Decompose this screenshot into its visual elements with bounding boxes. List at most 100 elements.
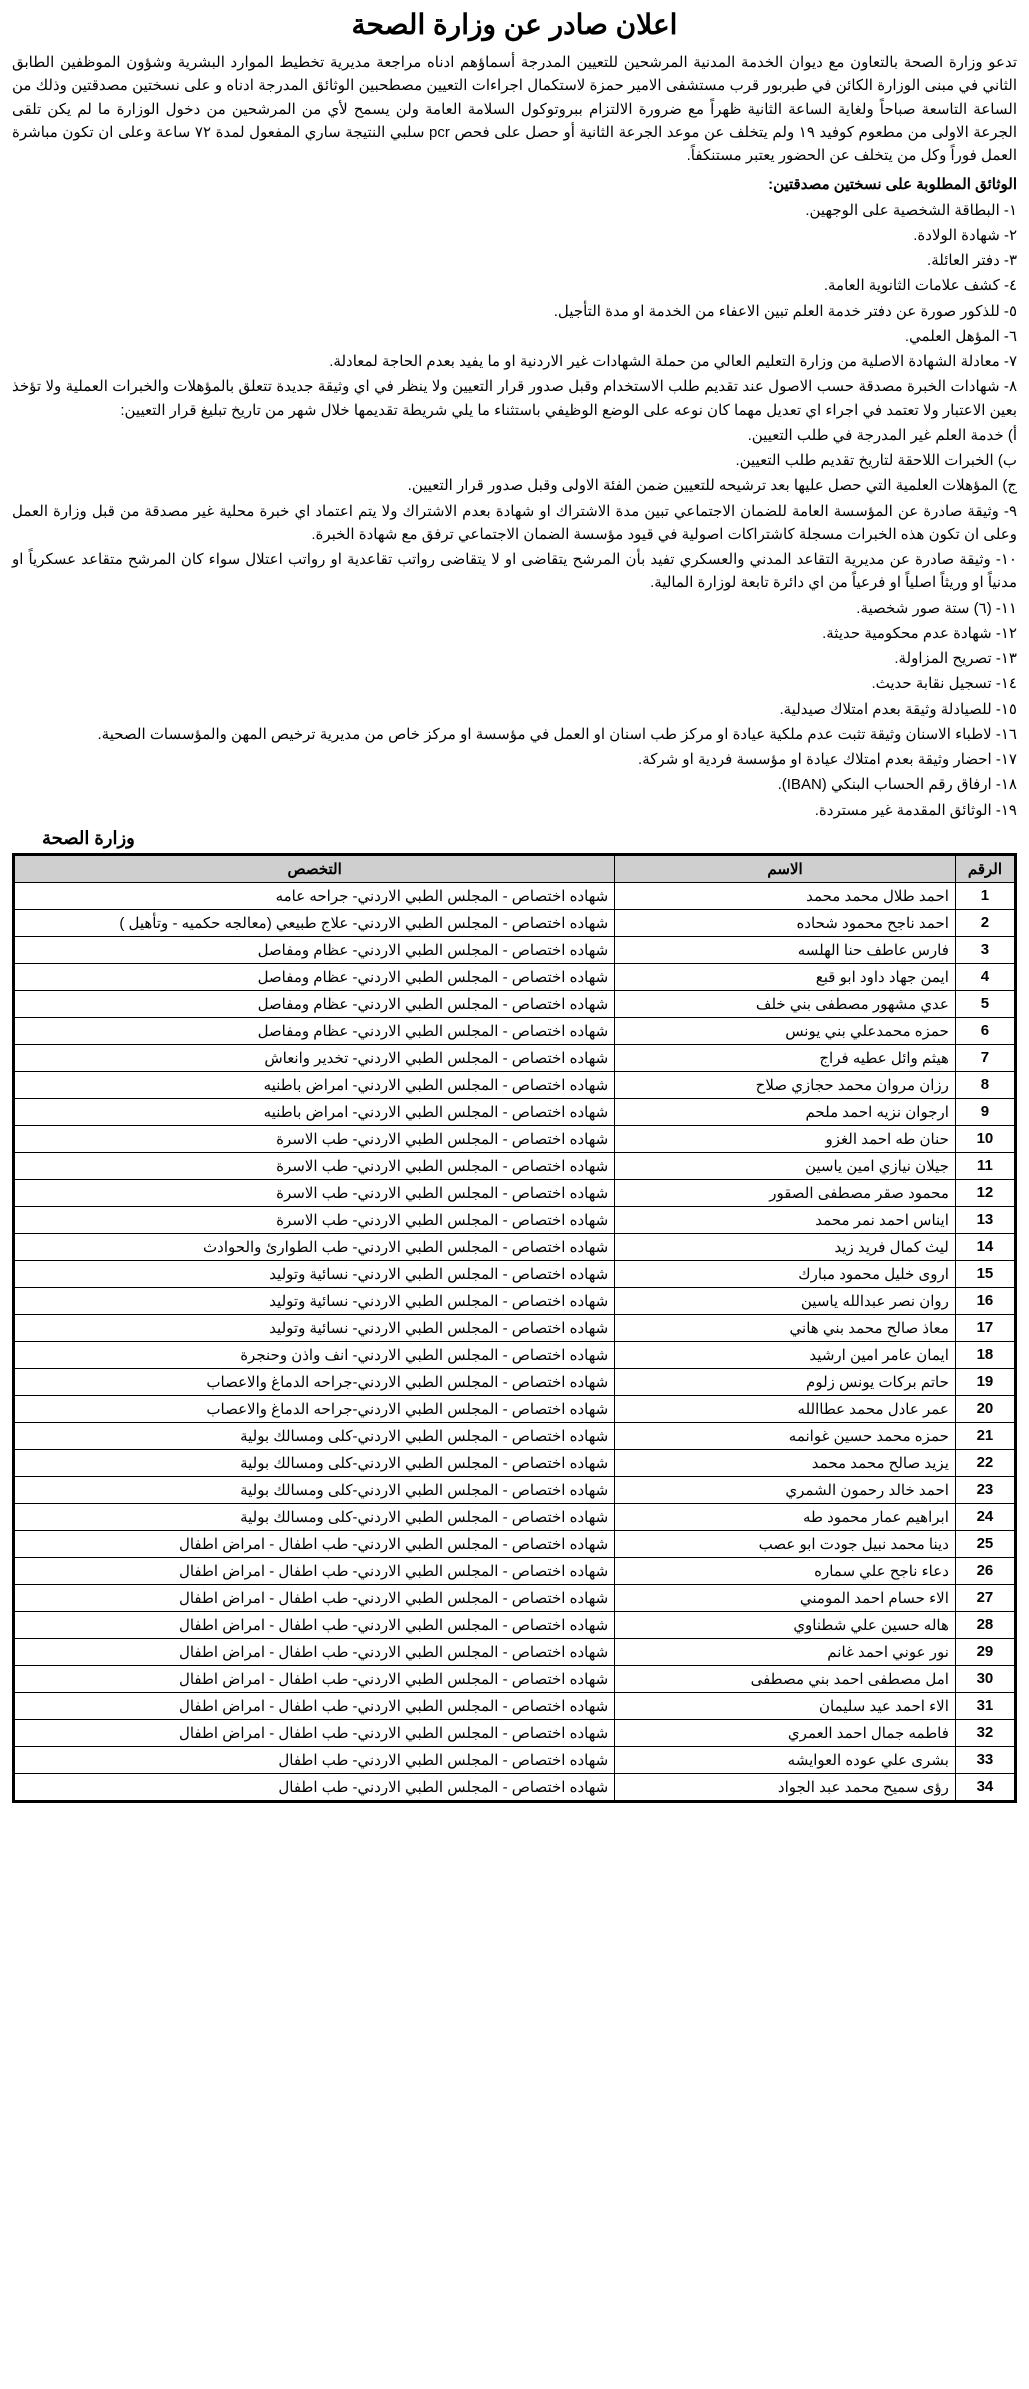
cell-num: 5 bbox=[955, 990, 1015, 1017]
cell-spec: شهاده اختصاص - المجلس الطبي الاردني- طب … bbox=[14, 1719, 615, 1746]
cell-name: معاذ صالح محمد بني هاني bbox=[615, 1314, 956, 1341]
cell-num: 22 bbox=[955, 1449, 1015, 1476]
table-row: 4ايمن جهاد داود ابو قبعشهاده اختصاص - ال… bbox=[14, 963, 1016, 990]
doc-line: ١٤- تسجيل نقابة حديث. bbox=[12, 672, 1017, 695]
table-row: 30امل مصطفى احمد بني مصطفىشهاده اختصاص -… bbox=[14, 1665, 1016, 1692]
table-row: 1احمد طلال محمد محمدشهاده اختصاص - المجل… bbox=[14, 882, 1016, 909]
cell-name: ايناس احمد نمر محمد bbox=[615, 1206, 956, 1233]
cell-name: روان نصر عبدالله ياسين bbox=[615, 1287, 956, 1314]
doc-line: ب) الخبرات اللاحقة لتاريخ تقديم طلب التع… bbox=[12, 449, 1017, 472]
cell-name: ليث كمال فريد زيد bbox=[615, 1233, 956, 1260]
cell-num: 12 bbox=[955, 1179, 1015, 1206]
cell-num: 15 bbox=[955, 1260, 1015, 1287]
cell-num: 33 bbox=[955, 1746, 1015, 1773]
doc-line: ٦- المؤهل العلمي. bbox=[12, 325, 1017, 348]
cell-name: دينا محمد نبيل جودت ابو عصب bbox=[615, 1530, 956, 1557]
announcement-title: اعلان صادر عن وزارة الصحة bbox=[12, 8, 1017, 41]
table-row: 20عمر عادل محمد عطااللهشهاده اختصاص - ال… bbox=[14, 1395, 1016, 1422]
cell-name: فارس عاطف حنا الهلسه bbox=[615, 936, 956, 963]
candidates-table: الرقم الاسم التخصص 1احمد طلال محمد محمدش… bbox=[12, 853, 1017, 1803]
cell-num: 10 bbox=[955, 1125, 1015, 1152]
cell-spec: شهاده اختصاص - المجلس الطبي الاردني-كلى … bbox=[14, 1476, 615, 1503]
cell-num: 34 bbox=[955, 1773, 1015, 1801]
doc-line: ٧- معادلة الشهادة الاصلية من وزارة التعل… bbox=[12, 350, 1017, 373]
body-text-block: تدعو وزارة الصحة بالتعاون مع ديوان الخدم… bbox=[12, 51, 1017, 822]
table-row: 31الاء احمد عيد سليمانشهاده اختصاص - الم… bbox=[14, 1692, 1016, 1719]
cell-name: دعاء ناجح علي سماره bbox=[615, 1557, 956, 1584]
table-row: 8رزان مروان محمد حجازي صلاحشهاده اختصاص … bbox=[14, 1071, 1016, 1098]
cell-spec: شهاده اختصاص - المجلس الطبي الاردني- طب … bbox=[14, 1125, 615, 1152]
cell-num: 31 bbox=[955, 1692, 1015, 1719]
doc-line: ١- البطاقة الشخصية على الوجهين. bbox=[12, 199, 1017, 222]
cell-num: 16 bbox=[955, 1287, 1015, 1314]
table-row: 9ارجوان نزيه احمد ملحمشهاده اختصاص - الم… bbox=[14, 1098, 1016, 1125]
cell-name: حمزه محمد حسين غوانمه bbox=[615, 1422, 956, 1449]
doc-line: ٣- دفتر العائلة. bbox=[12, 249, 1017, 272]
cell-spec: شهاده اختصاص - المجلس الطبي الاردني- طب … bbox=[14, 1557, 615, 1584]
cell-num: 3 bbox=[955, 936, 1015, 963]
table-row: 28هاله حسين علي شطناويشهاده اختصاص - الم… bbox=[14, 1611, 1016, 1638]
table-row: 13ايناس احمد نمر محمدشهاده اختصاص - المج… bbox=[14, 1206, 1016, 1233]
cell-name: يزيد صالح محمد محمد bbox=[615, 1449, 956, 1476]
cell-spec: شهاده اختصاص - المجلس الطبي الاردني- عظا… bbox=[14, 1017, 615, 1044]
doc-line: ١٣- تصريح المزاولة. bbox=[12, 647, 1017, 670]
cell-num: 27 bbox=[955, 1584, 1015, 1611]
cell-spec: شهاده اختصاص - المجلس الطبي الاردني-كلى … bbox=[14, 1449, 615, 1476]
cell-name: رؤى سميح محمد عبد الجواد bbox=[615, 1773, 956, 1801]
cell-num: 19 bbox=[955, 1368, 1015, 1395]
table-row: 5عدي مشهور مصطفى بني خلفشهاده اختصاص - ا… bbox=[14, 990, 1016, 1017]
cell-num: 2 bbox=[955, 909, 1015, 936]
table-row: 14ليث كمال فريد زيدشهاده اختصاص - المجلس… bbox=[14, 1233, 1016, 1260]
cell-spec: شهاده اختصاص - المجلس الطبي الاردني- طب … bbox=[14, 1638, 615, 1665]
cell-spec: شهاده اختصاص - المجلس الطبي الاردني- طب … bbox=[14, 1692, 615, 1719]
cell-num: 29 bbox=[955, 1638, 1015, 1665]
cell-name: هيثم وائل عطيه فراج bbox=[615, 1044, 956, 1071]
table-row: 17معاذ صالح محمد بني هانيشهاده اختصاص - … bbox=[14, 1314, 1016, 1341]
cell-num: 9 bbox=[955, 1098, 1015, 1125]
cell-spec: شهاده اختصاص - المجلس الطبي الاردني- انف… bbox=[14, 1341, 615, 1368]
cell-name: حمزه محمدعلي بني يونس bbox=[615, 1017, 956, 1044]
doc-line: ١٠- وثيقة صادرة عن مديرية التقاعد المدني… bbox=[12, 548, 1017, 595]
cell-name: فاطمه جمال احمد العمري bbox=[615, 1719, 956, 1746]
cell-num: 20 bbox=[955, 1395, 1015, 1422]
doc-line: ٩- وثيقة صادرة عن المؤسسة العامة للضمان … bbox=[12, 500, 1017, 547]
cell-spec: شهاده اختصاص - المجلس الطبي الاردني- طب … bbox=[14, 1206, 615, 1233]
cell-name: ايمان عامر امين ارشيد bbox=[615, 1341, 956, 1368]
cell-spec: شهاده اختصاص - المجلس الطبي الاردني- نسا… bbox=[14, 1287, 615, 1314]
cell-spec: شهاده اختصاص - المجلس الطبي الاردني- جرا… bbox=[14, 882, 615, 909]
cell-num: 21 bbox=[955, 1422, 1015, 1449]
table-row: 34رؤى سميح محمد عبد الجوادشهاده اختصاص -… bbox=[14, 1773, 1016, 1801]
doc-line: ١١- (٦) ستة صور شخصية. bbox=[12, 597, 1017, 620]
cell-spec: شهاده اختصاص - المجلس الطبي الاردني- طب … bbox=[14, 1233, 615, 1260]
doc-line: ١٦- لاطباء الاسنان وثيقة تثبت عدم ملكية … bbox=[12, 723, 1017, 746]
ministry-footer: وزارة الصحة bbox=[12, 828, 1017, 849]
table-row: 11جيلان نيازي امين ياسينشهاده اختصاص - ا… bbox=[14, 1152, 1016, 1179]
doc-line: ١٧- احضار وثيقة بعدم امتلاك عيادة او مؤس… bbox=[12, 748, 1017, 771]
cell-spec: شهاده اختصاص - المجلس الطبي الاردني-جراح… bbox=[14, 1368, 615, 1395]
cell-num: 23 bbox=[955, 1476, 1015, 1503]
cell-name: عمر عادل محمد عطاالله bbox=[615, 1395, 956, 1422]
cell-name: احمد طلال محمد محمد bbox=[615, 882, 956, 909]
cell-num: 25 bbox=[955, 1530, 1015, 1557]
cell-spec: شهاده اختصاص - المجلس الطبي الاردني-كلى … bbox=[14, 1503, 615, 1530]
cell-spec: شهاده اختصاص - المجلس الطبي الاردني- عظا… bbox=[14, 963, 615, 990]
table-row: 2احمد ناجح محمود شحادهشهاده اختصاص - الم… bbox=[14, 909, 1016, 936]
cell-spec: شهاده اختصاص - المجلس الطبي الاردني- نسا… bbox=[14, 1314, 615, 1341]
cell-num: 7 bbox=[955, 1044, 1015, 1071]
cell-num: 28 bbox=[955, 1611, 1015, 1638]
col-header-num: الرقم bbox=[955, 854, 1015, 882]
cell-num: 8 bbox=[955, 1071, 1015, 1098]
table-row: 25دينا محمد نبيل جودت ابو عصبشهاده اختصا… bbox=[14, 1530, 1016, 1557]
table-row: 12محمود صقر مصطفى الصقورشهاده اختصاص - ا… bbox=[14, 1179, 1016, 1206]
cell-spec: شهاده اختصاص - المجلس الطبي الاردني- طب … bbox=[14, 1665, 615, 1692]
doc-line: أ) خدمة العلم غير المدرجة في طلب التعيين… bbox=[12, 424, 1017, 447]
cell-num: 26 bbox=[955, 1557, 1015, 1584]
table-header-row: الرقم الاسم التخصص bbox=[14, 854, 1016, 882]
cell-num: 18 bbox=[955, 1341, 1015, 1368]
cell-spec: شهاده اختصاص - المجلس الطبي الاردني-كلى … bbox=[14, 1422, 615, 1449]
cell-spec: شهاده اختصاص - المجلس الطبي الاردني- عظا… bbox=[14, 990, 615, 1017]
cell-spec: شهاده اختصاص - المجلس الطبي الاردني- نسا… bbox=[14, 1260, 615, 1287]
table-row: 24ابراهيم عمار محمود طهشهاده اختصاص - ال… bbox=[14, 1503, 1016, 1530]
cell-num: 13 bbox=[955, 1206, 1015, 1233]
cell-num: 30 bbox=[955, 1665, 1015, 1692]
